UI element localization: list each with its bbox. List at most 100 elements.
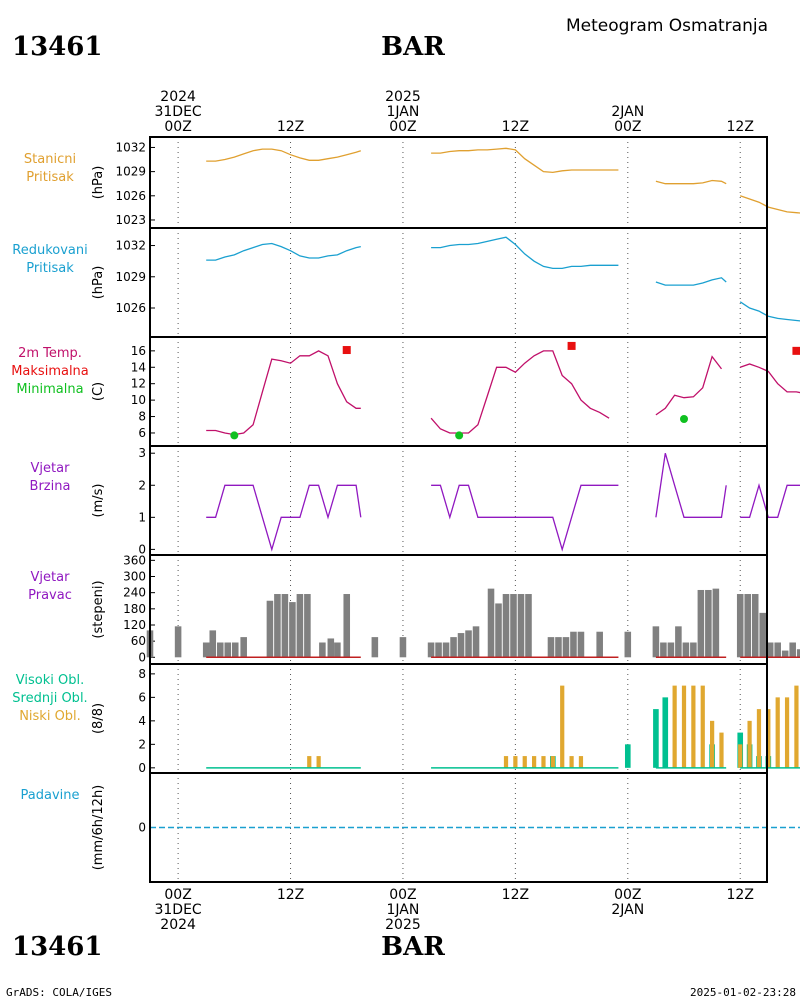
series-bar <box>399 637 407 658</box>
series-bar <box>513 756 518 768</box>
time-tick-label: 12Z <box>502 119 529 135</box>
series-line <box>655 453 727 518</box>
series-bar <box>719 732 724 768</box>
max-temp-marker <box>567 341 576 350</box>
series-bar <box>465 630 472 658</box>
series-bar <box>681 685 687 768</box>
y-tick-label: 1 <box>138 510 146 524</box>
station-name-bottom: BAR <box>381 932 445 962</box>
series-line <box>431 484 619 552</box>
panel-clouds: 0 2 4 6 8 (8/8) Visoki Obl. Srednji Obl. Niski O… <box>12 663 800 775</box>
series-bar <box>756 709 762 768</box>
series-bar <box>560 685 565 768</box>
y-tick-label: 1029 <box>115 165 146 179</box>
series-bar <box>174 626 182 658</box>
max-temp-marker <box>342 346 351 355</box>
series-line <box>206 350 361 436</box>
panel-label: 2m Temp. <box>18 346 82 361</box>
series-bar <box>532 756 537 768</box>
y-tick-label: 6 <box>138 690 146 704</box>
series-bar <box>577 631 585 658</box>
panel-station-pressure: 1023 1026 1029 1032 (hPa) Stanicni Pritisak <box>24 136 800 229</box>
panel-frame <box>149 336 768 447</box>
meteogram-panels: 1023102610291032(hPa)StanicniPritisak102… <box>11 136 800 883</box>
series-bar <box>578 756 584 768</box>
panel-label: Padavine <box>21 788 80 803</box>
series-bar <box>569 756 574 768</box>
panel-wind-direction: 0 60 120 180 240 300 360 (stepeni) Vjetar Pravac <box>28 553 800 665</box>
series-bar <box>487 588 495 658</box>
series-bar <box>510 594 517 658</box>
series-line <box>431 147 619 174</box>
series-bar <box>296 594 304 658</box>
y-tick-label: 16 <box>131 344 146 358</box>
station-name: BAR <box>381 32 445 62</box>
y-tick-label: 0 <box>138 650 146 664</box>
series-bar <box>766 642 774 658</box>
series-bar <box>371 637 379 658</box>
series-line <box>431 236 619 270</box>
series-bar <box>281 594 289 658</box>
min-temp-marker <box>680 415 689 424</box>
y-tick-label: 1023 <box>115 213 146 227</box>
time-tick-label: 00Z <box>164 119 191 135</box>
series-line <box>206 484 362 552</box>
y-tick-label: 240 <box>123 586 146 600</box>
series-bar <box>450 637 457 658</box>
time-tick-label: 1JAN <box>387 902 420 918</box>
series-bar <box>766 709 771 768</box>
series-bar <box>503 756 509 768</box>
series-bar <box>570 631 577 658</box>
series-bar <box>316 756 321 768</box>
y-tick-label: 14 <box>131 360 146 374</box>
panel-label: Minimalna <box>16 382 83 397</box>
series-line <box>206 242 361 261</box>
panel-frame <box>149 772 768 883</box>
y-tick-label: 60 <box>131 634 146 648</box>
series-line <box>739 195 800 214</box>
max-temp-marker <box>792 346 800 355</box>
y-tick-label: 1032 <box>115 140 146 154</box>
series-bar <box>472 626 480 658</box>
series-bar <box>759 612 766 658</box>
series-bar <box>495 603 502 658</box>
series-bar <box>774 642 781 658</box>
time-tick-label: 00Z <box>164 887 191 903</box>
y-tick-label: 12 <box>131 377 146 391</box>
y-tick-label: 120 <box>123 618 146 632</box>
series-bar <box>672 685 677 768</box>
panel-label: Vjetar <box>31 570 71 585</box>
series-bar <box>562 637 570 658</box>
series-bar <box>231 642 239 658</box>
axis-unit-label: (C) <box>91 382 106 401</box>
panel-label: Visoki Obl. <box>16 673 84 688</box>
series-line <box>430 350 610 434</box>
station-id-bottom: 13461 <box>12 932 102 962</box>
time-tick-label: 31DEC <box>154 104 201 120</box>
series-line <box>739 301 800 322</box>
min-temp-marker <box>230 431 239 440</box>
series-bar <box>710 720 715 768</box>
series-line <box>206 148 362 162</box>
series-bar <box>596 631 603 658</box>
time-tick-label: 2JAN <box>611 902 644 918</box>
series-bar <box>705 589 712 658</box>
time-tick-label: 1JAN <box>387 104 420 120</box>
series-bar <box>289 602 296 658</box>
series-bar <box>744 594 751 658</box>
panel-label: Vjetar <box>31 461 71 476</box>
y-tick-label: 0 <box>138 821 146 835</box>
timestamp-text: 2025-01-02-23:28 <box>690 986 796 999</box>
series-bar <box>682 642 690 658</box>
series-bar <box>712 588 720 658</box>
panel-label: Maksimalna <box>11 364 89 379</box>
panel-temperature: 6 8 10 12 14 16 (C) 2m Temp. Maksimalna Minimalna <box>11 336 800 447</box>
min-temp-marker <box>455 431 464 440</box>
series-bar <box>624 744 631 768</box>
time-tick-label: 2024 <box>160 917 196 933</box>
series-bar <box>517 594 525 658</box>
chart-subtitle: Meteogram Osmatranja <box>566 16 768 36</box>
time-tick-label: 00Z <box>389 119 416 135</box>
